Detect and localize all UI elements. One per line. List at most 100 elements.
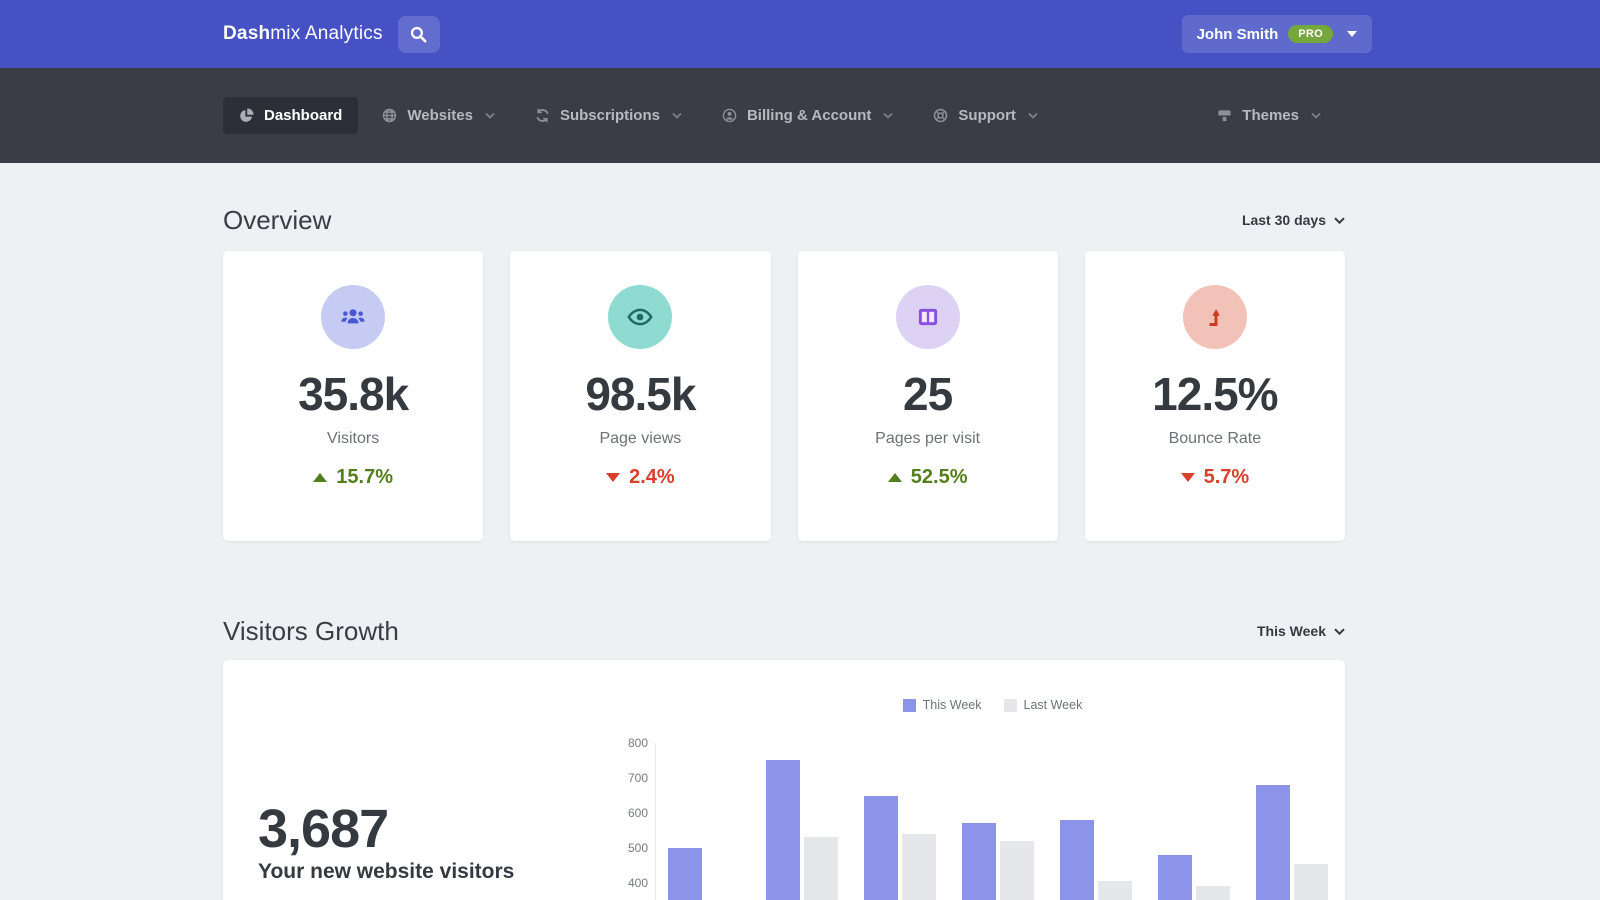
pro-badge: PRO	[1288, 25, 1333, 43]
search-icon	[410, 26, 427, 43]
search-button[interactable]	[397, 15, 440, 53]
bar-this-week	[766, 760, 800, 900]
legend-label: This Week	[922, 698, 982, 712]
bar-this-week	[864, 796, 898, 900]
trend-arrow-icon	[887, 472, 902, 482]
stat-card-visitors: 35.8k Visitors 15.7%	[223, 251, 484, 541]
nav-item-label: Billing & Account	[746, 107, 872, 124]
stat-value: 25	[903, 368, 953, 420]
legend-swatch	[1003, 698, 1017, 712]
trend-arrow-icon	[1180, 472, 1195, 482]
chevron-down-icon	[672, 112, 682, 119]
y-tick-label: 400	[627, 876, 648, 890]
paint-roller-icon	[1217, 108, 1232, 123]
stat-delta: 15.7%	[313, 466, 393, 489]
stat-delta-value: 2.4%	[629, 465, 675, 488]
overview-header: Overview Last 30 days	[223, 200, 1345, 240]
eye-icon	[608, 285, 673, 349]
bar-last-week	[1294, 864, 1328, 900]
stat-card-bounce-rate: 12.5% Bounce Rate 5.7%	[1084, 251, 1345, 541]
stat-label: Page views	[599, 429, 682, 447]
bar-group	[1256, 743, 1328, 900]
top-header: Dashmix Analytics John Smith PRO	[0, 0, 1600, 68]
bar-this-week	[962, 823, 996, 900]
bar-last-week	[804, 837, 838, 900]
visitors-growth-header: Visitors Growth This Week	[223, 611, 1345, 651]
stat-delta: 2.4%	[606, 466, 675, 489]
nav-item-support[interactable]: Support	[917, 97, 1054, 134]
stat-delta: 5.7%	[1180, 465, 1250, 489]
user-name: John Smith	[1196, 25, 1279, 43]
user-circle-icon	[722, 108, 737, 123]
stat-label: Visitors	[327, 429, 380, 447]
stat-delta-value: 15.7%	[336, 465, 393, 488]
nav-item-subscriptions[interactable]: Subscriptions	[519, 97, 698, 134]
bar-this-week	[668, 848, 702, 900]
growth-range-dropdown[interactable]: This Week	[1257, 623, 1345, 639]
stat-label: Bounce Rate	[1168, 429, 1262, 447]
nav-item-label: Dashboard	[264, 107, 343, 124]
stat-value: 35.8k	[298, 368, 409, 420]
brand-logo[interactable]: Dashmix Analytics	[223, 23, 383, 45]
nav-item-dashboard[interactable]: Dashboard	[223, 97, 359, 134]
pie-chart-icon	[239, 108, 254, 123]
bar-plot	[668, 743, 1328, 900]
stat-label: Pages per visit	[875, 429, 981, 447]
stat-card-page-views: 98.5k Page views 2.4%	[510, 251, 771, 541]
stat-delta-value: 5.7%	[1203, 465, 1250, 488]
user-menu-button[interactable]: John Smith PRO	[1181, 15, 1372, 53]
bar-group	[1060, 743, 1132, 900]
overview-range-label: Last 30 days	[1241, 212, 1326, 228]
nav-item-billing-account[interactable]: Billing & Account	[706, 97, 909, 134]
stat-delta-value: 52.5%	[910, 465, 968, 488]
y-tick-label: 500	[627, 841, 648, 855]
bar-last-week	[1196, 886, 1230, 900]
legend-swatch	[902, 698, 916, 712]
main-nav: Dashboard Websites Subscriptions Bill	[0, 68, 1600, 163]
bar-this-week	[1256, 785, 1290, 900]
growth-range-label: This Week	[1257, 623, 1326, 639]
nav-item-label: Subscriptions	[559, 107, 660, 124]
chevron-down-icon	[1028, 112, 1038, 119]
page-title-overview: Overview	[223, 204, 332, 235]
chart-y-axis: 800 700 600 500 400	[598, 736, 648, 900]
legend-item-last-week[interactable]: Last Week	[1003, 698, 1083, 712]
arrow-turn-up-icon	[1182, 285, 1247, 349]
nav-items: Dashboard Websites Subscriptions Bill	[223, 97, 1054, 134]
y-tick-label: 800	[627, 736, 648, 750]
bar-last-week	[1000, 841, 1034, 900]
nav-item-themes[interactable]: Themes	[1201, 97, 1337, 134]
chevron-down-icon	[1311, 112, 1321, 119]
nav-item-websites[interactable]: Websites	[366, 97, 511, 134]
bar-this-week	[1060, 820, 1094, 900]
visitors-growth-card: 3,687 Your new website visitors This Wee…	[223, 660, 1345, 900]
legend-label: Last Week	[1023, 698, 1083, 712]
nav-item-label: Websites	[407, 107, 473, 124]
overview-range-dropdown[interactable]: Last 30 days	[1242, 212, 1345, 228]
chevron-down-icon	[1334, 627, 1345, 635]
bar-this-week	[1158, 855, 1192, 900]
nav-item-label: Themes	[1242, 107, 1299, 124]
page-title-visitors-growth: Visitors Growth	[223, 615, 399, 646]
globe-icon	[382, 108, 397, 123]
new-visitors-subtitle: Your new website visitors	[258, 860, 515, 883]
y-tick-label: 700	[627, 771, 648, 785]
columns-icon	[895, 285, 960, 349]
bar-group	[864, 743, 936, 900]
caret-down-icon	[1347, 31, 1357, 37]
bar-group	[766, 743, 838, 900]
nav-item-label: Support	[958, 107, 1016, 124]
chevron-down-icon	[883, 112, 894, 119]
new-visitors-count: 3,687	[258, 799, 389, 859]
chevron-down-icon	[485, 112, 495, 119]
chevron-down-icon	[1334, 216, 1345, 224]
bar-last-week	[1098, 881, 1132, 900]
users-icon	[321, 285, 386, 349]
brand-rest: mix Analytics	[270, 23, 383, 44]
legend-item-this-week[interactable]: This Week	[902, 698, 982, 712]
brand-bold: Dash	[223, 23, 271, 44]
trend-arrow-icon	[313, 472, 328, 482]
chart-axis-line	[655, 743, 656, 900]
y-tick-label: 600	[627, 806, 648, 820]
bar-group	[668, 743, 740, 900]
